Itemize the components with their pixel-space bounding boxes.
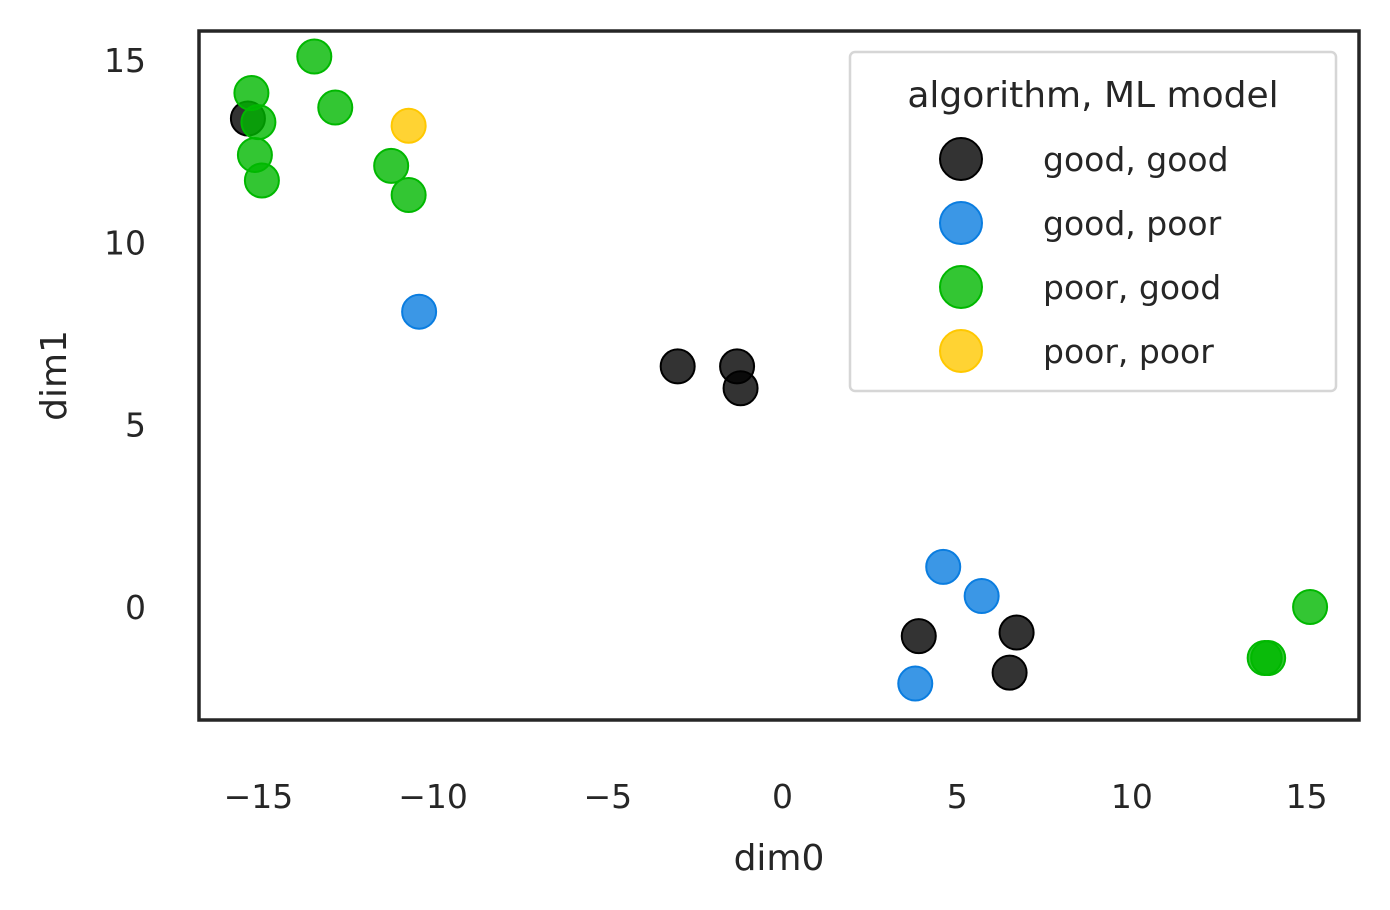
legend-marker (939, 265, 983, 309)
legend: algorithm, ML model good, good good, poor… (848, 50, 1338, 393)
data-point (296, 38, 333, 75)
y-tick-label: 10 (104, 223, 146, 262)
data-point (998, 614, 1035, 651)
legend-title: algorithm, ML model (907, 75, 1278, 116)
data-point (1246, 640, 1283, 677)
data-point (390, 107, 427, 144)
data-point (963, 578, 1000, 615)
x-tick-label: −15 (224, 777, 294, 816)
data-point (900, 618, 937, 655)
data-point (991, 654, 1028, 691)
data-point (897, 665, 934, 702)
legend-label: poor, good (1043, 268, 1221, 307)
y-tick-label: 0 (125, 588, 146, 627)
legend-label: good, good (1043, 140, 1229, 179)
data-point (659, 348, 696, 385)
legend-marker (939, 201, 983, 245)
legend-label: good, poor (1043, 204, 1222, 243)
points-layer (229, 38, 1329, 702)
data-point (373, 147, 410, 184)
data-point (390, 177, 427, 214)
data-point (240, 104, 277, 141)
y-tick-label: 15 (104, 41, 146, 80)
x-axis-title: dim0 (734, 838, 825, 879)
legend-label: poor, poor (1043, 332, 1214, 371)
legend-items: good, good good, poor poor, good poor, poor (939, 137, 1229, 373)
x-tick-label: 5 (947, 777, 968, 816)
x-tick-label: 15 (1286, 777, 1328, 816)
x-tick-label: −10 (398, 777, 468, 816)
data-point (243, 162, 280, 199)
y-axis-title: dim1 (34, 330, 75, 421)
legend-marker (939, 329, 983, 373)
y-tick-labels: 0 5 10 15 (104, 41, 146, 627)
x-tick-labels: −15 −10 −5 0 5 10 15 (224, 777, 1328, 816)
x-tick-label: 0 (772, 777, 793, 816)
y-tick-label: 5 (125, 406, 146, 445)
x-tick-label: −5 (583, 777, 632, 816)
data-point (317, 89, 354, 126)
data-point (1292, 588, 1329, 625)
data-point (722, 370, 759, 407)
plot-frame (197, 29, 1361, 722)
x-tick-label: 10 (1111, 777, 1153, 816)
data-point (925, 548, 962, 585)
legend-marker (939, 137, 983, 181)
data-point (401, 293, 438, 330)
